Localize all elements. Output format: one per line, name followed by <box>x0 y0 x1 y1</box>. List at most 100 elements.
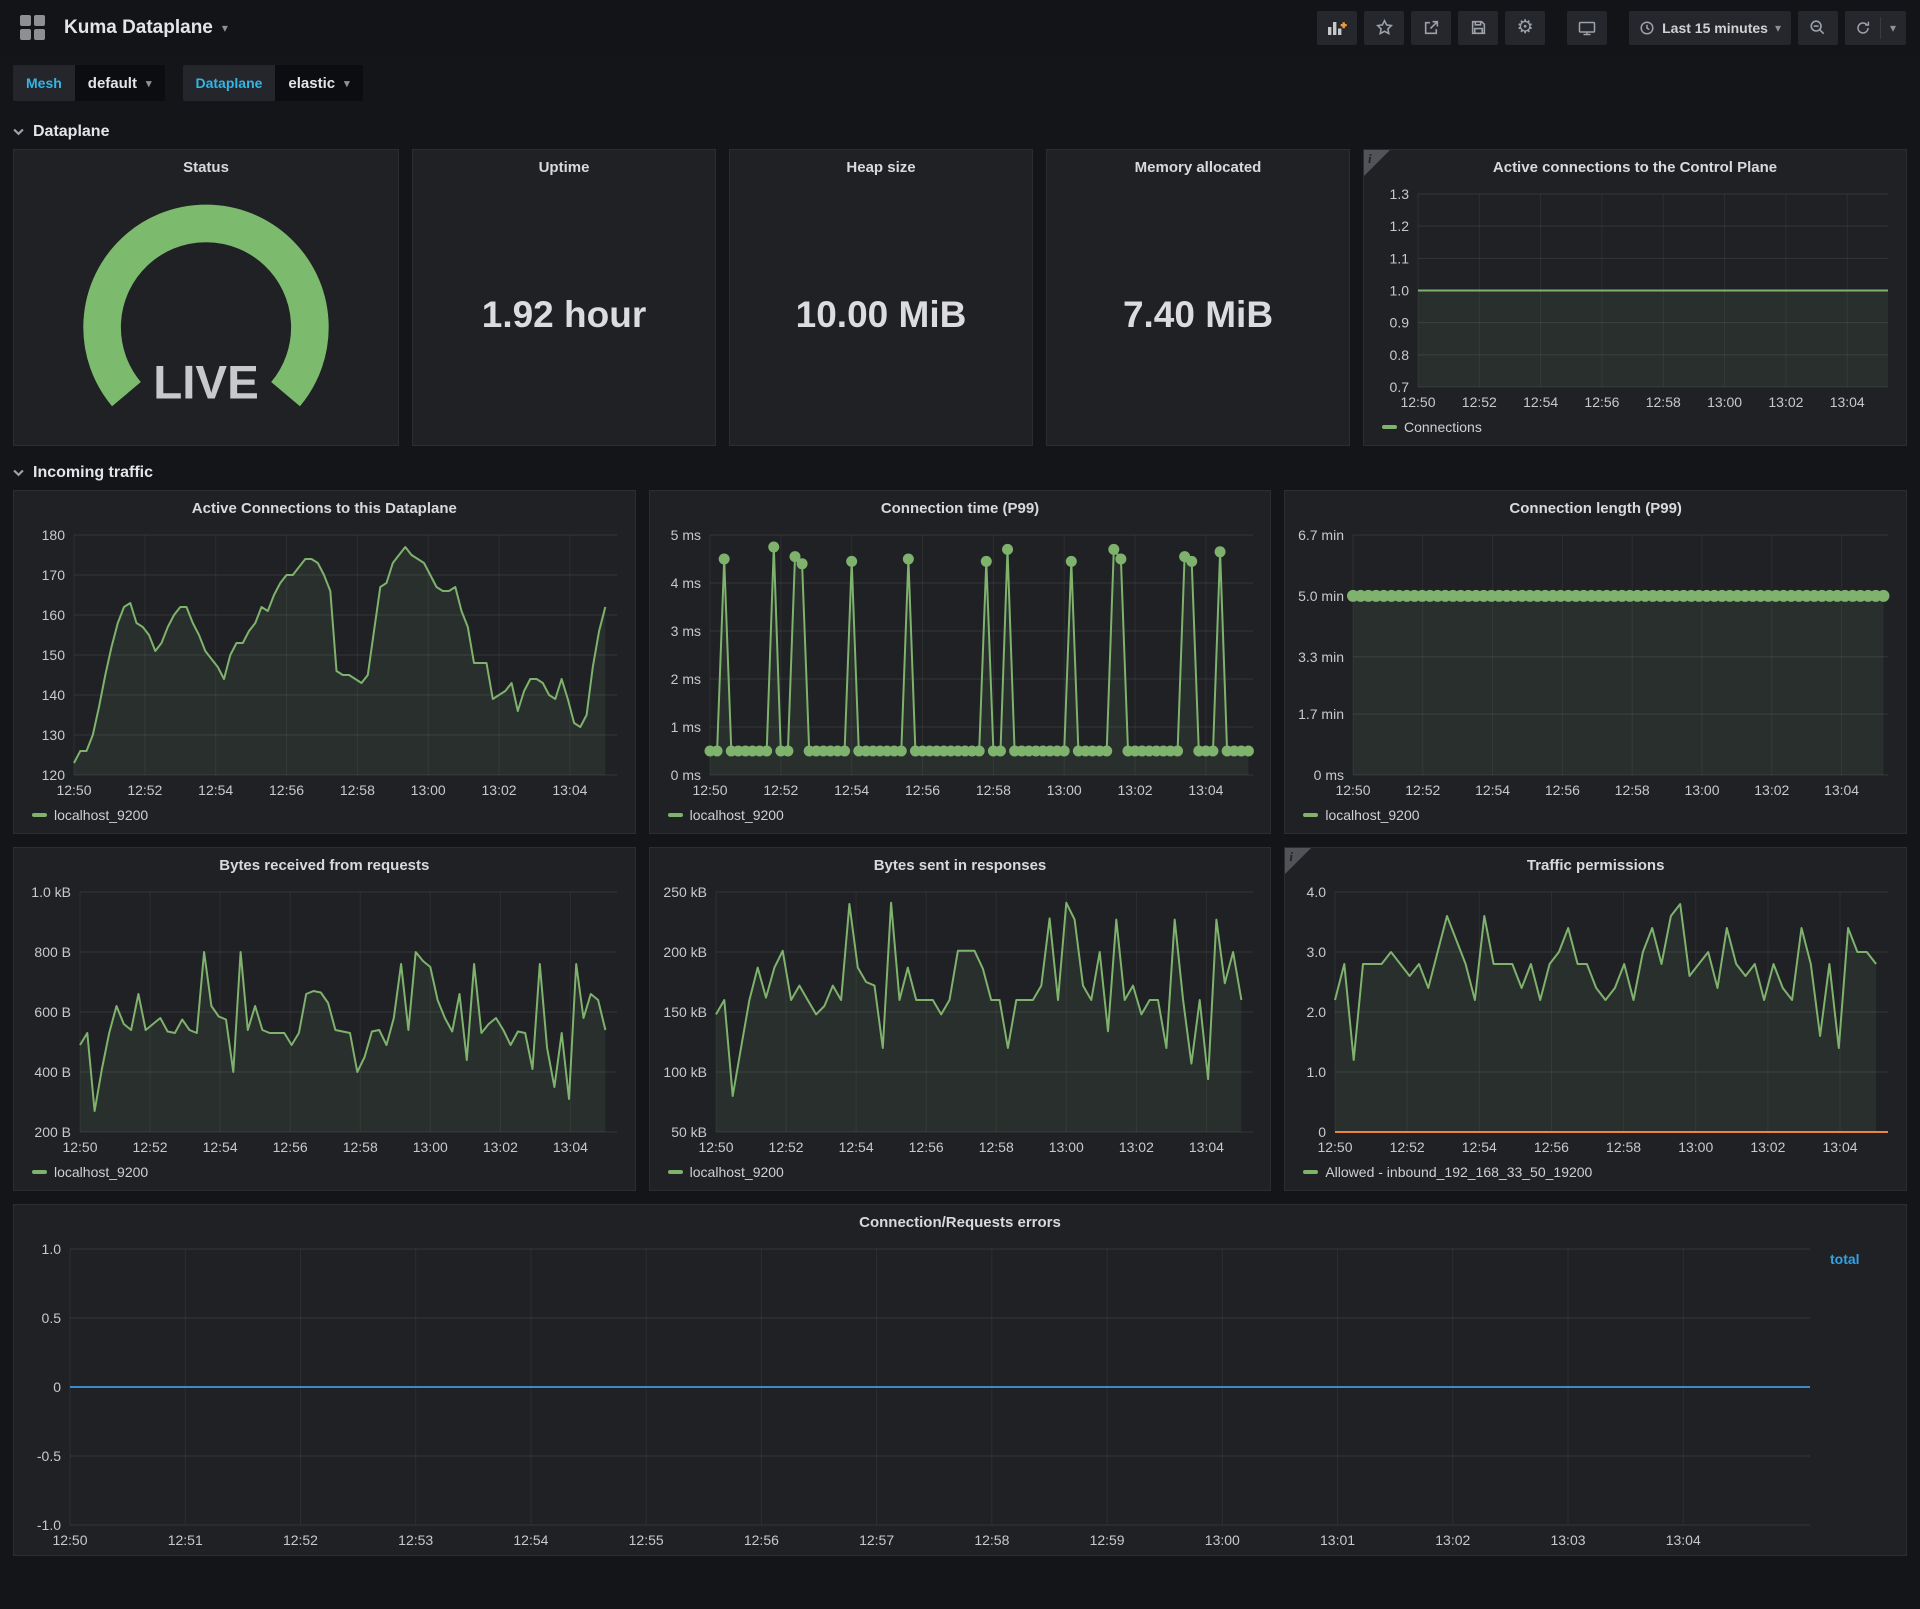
svg-text:1.2: 1.2 <box>1390 218 1410 234</box>
panel-title[interactable]: Connection time (P99) <box>880 499 1040 517</box>
svg-text:13:03: 13:03 <box>1550 1532 1585 1548</box>
legend-item[interactable]: Allowed - inbound_192_168_33_50_19200 <box>1303 1164 1592 1180</box>
legend-item[interactable]: localhost_9200 <box>32 1164 148 1180</box>
svg-text:12:55: 12:55 <box>629 1532 664 1548</box>
panel-traffic-permissions: i Traffic permissions 0 1.0 2.0 3.0 4.0 12:50… <box>1284 847 1907 1191</box>
svg-text:12:52: 12:52 <box>1390 1139 1425 1155</box>
svg-text:12:56: 12:56 <box>1545 782 1580 798</box>
panel-title[interactable]: Status <box>183 158 229 176</box>
svg-text:1.0: 1.0 <box>1390 283 1410 299</box>
svg-text:1 ms: 1 ms <box>670 719 700 735</box>
panel-title[interactable]: Connection/Requests errors <box>859 1213 1061 1231</box>
variable-mesh: Mesh default ▾ <box>13 65 165 101</box>
info-corner-icon[interactable]: i <box>1285 848 1312 874</box>
legend-series-swatch <box>1382 425 1397 429</box>
svg-text:13:00: 13:00 <box>1048 1139 1083 1155</box>
legend-item[interactable]: localhost_9200 <box>1303 807 1420 823</box>
svg-text:600 B: 600 B <box>34 1004 71 1020</box>
svg-text:12:52: 12:52 <box>1406 782 1441 798</box>
control-plane-connections-chart: 0.7 0.8 0.9 1.0 1.1 1.2 1.3 12:50 12:52 12:54 12:5… <box>1368 184 1902 413</box>
legend-series-swatch <box>32 1170 47 1174</box>
svg-text:150 kB: 150 kB <box>663 1004 707 1020</box>
svg-text:400 B: 400 B <box>34 1064 71 1080</box>
svg-text:250 kB: 250 kB <box>663 884 707 900</box>
row-header-dataplane[interactable]: Dataplane <box>13 115 1907 149</box>
svg-text:150: 150 <box>42 647 66 663</box>
variable-dataplane: Dataplane elastic ▾ <box>182 65 363 101</box>
legend-series-swatch <box>667 813 683 817</box>
connection-length-chart: 0 ms 1.7 min 3.3 min 5.0 min 6.7 min 12:50 12:… <box>1289 525 1902 801</box>
legend-series-swatch <box>1303 1170 1319 1174</box>
bytes-sent-chart: 50 kB 100 kB 150 kB 200 kB 250 kB 12:50 12:52 1… <box>654 882 1267 1158</box>
share-button[interactable] <box>1411 10 1452 45</box>
chart-legend: localhost_9200 <box>654 1158 1267 1186</box>
panel-title[interactable]: Heap size <box>846 158 916 176</box>
panel-title[interactable]: Active connections to the Control Plane <box>1492 158 1778 176</box>
svg-text:13:00: 13:00 <box>1685 782 1720 798</box>
legend-series-swatch <box>1303 813 1319 817</box>
legend-item[interactable]: localhost_9200 <box>667 1164 784 1180</box>
legend-item[interactable]: localhost_9200 <box>667 807 784 823</box>
svg-text:12:58: 12:58 <box>1615 782 1650 798</box>
time-range-label: Last 15 minutes <box>1662 19 1768 36</box>
svg-text:-0.5: -0.5 <box>37 1448 61 1464</box>
chevron-down-icon: ▾ <box>1774 20 1781 35</box>
svg-text:3.3 min: 3.3 min <box>1298 649 1344 665</box>
svg-text:13:04: 13:04 <box>1830 394 1865 410</box>
variable-dataplane-label: Dataplane <box>182 65 276 101</box>
svg-text:12:58: 12:58 <box>975 782 1010 798</box>
svg-text:180: 180 <box>42 527 66 543</box>
svg-text:13:02: 13:02 <box>1768 394 1803 410</box>
save-button[interactable] <box>1458 10 1499 45</box>
legend-item[interactable]: total <box>1830 1251 1860 1267</box>
svg-text:12:59: 12:59 <box>1090 1532 1125 1548</box>
panel-title[interactable]: Bytes sent in responses <box>873 856 1047 874</box>
refresh-button[interactable]: ▾ <box>1844 10 1906 45</box>
panel-title[interactable]: Active Connections to this Dataplane <box>191 499 457 517</box>
row-header-incoming-traffic[interactable]: Incoming traffic <box>13 456 1907 490</box>
svg-text:0.7: 0.7 <box>1390 379 1410 395</box>
clock-icon <box>1640 20 1654 35</box>
variable-dataplane-dropdown[interactable]: elastic ▾ <box>275 65 363 101</box>
connection-time-chart: 0 ms 1 ms 2 ms 3 ms 4 ms 5 ms 12:50 12:52 12:54 1… <box>654 525 1267 801</box>
panel-title[interactable]: Memory allocated <box>1134 158 1262 176</box>
svg-text:50 kB: 50 kB <box>671 1124 707 1140</box>
chart-legend: Connections <box>1368 413 1902 441</box>
dashboard-title[interactable]: Kuma Dataplane ▾ <box>64 17 228 39</box>
svg-text:0.8: 0.8 <box>1390 347 1410 363</box>
panel-title[interactable]: Bytes received from requests <box>219 856 430 874</box>
svg-text:12:58: 12:58 <box>1606 1139 1641 1155</box>
panel-bytes-received: Bytes received from requests 200 B 400 B 6… <box>13 847 636 1191</box>
settings-button[interactable]: ⚙︎ <box>1505 10 1546 45</box>
tv-mode-button[interactable] <box>1567 10 1608 45</box>
save-icon <box>1471 20 1485 35</box>
svg-text:0: 0 <box>1319 1124 1327 1140</box>
panel-title[interactable]: Connection length (P99) <box>1509 499 1682 517</box>
svg-text:800 B: 800 B <box>34 944 71 960</box>
svg-text:12:50: 12:50 <box>1400 394 1435 410</box>
panel-title[interactable]: Traffic permissions <box>1526 856 1665 874</box>
svg-text:12:54: 12:54 <box>1462 1139 1497 1155</box>
svg-text:12:54: 12:54 <box>1523 394 1558 410</box>
svg-text:12:58: 12:58 <box>340 782 375 798</box>
svg-text:200 kB: 200 kB <box>663 944 707 960</box>
panel-bytes-sent: Bytes sent in responses 50 kB 100 kB 150 k… <box>648 847 1272 1191</box>
chart-legend: Allowed - inbound_192_168_33_50_19200 <box>1289 1158 1902 1186</box>
svg-text:2 ms: 2 ms <box>670 671 700 687</box>
add-panel-button[interactable] <box>1317 10 1358 45</box>
panel-title[interactable]: Uptime <box>538 158 590 176</box>
legend-item[interactable]: Connections <box>1382 419 1482 435</box>
info-corner-icon[interactable]: i <box>1364 150 1390 176</box>
chevron-down-icon: ▾ <box>145 77 152 90</box>
svg-text:140: 140 <box>42 687 66 703</box>
star-button[interactable] <box>1364 10 1405 45</box>
variable-mesh-dropdown[interactable]: default ▾ <box>74 65 165 101</box>
variable-dataplane-value: elastic <box>288 74 336 92</box>
chevron-down-icon <box>13 128 24 136</box>
time-range-picker[interactable]: Last 15 minutes ▾ <box>1629 10 1791 45</box>
zoom-out-button[interactable] <box>1797 10 1838 45</box>
grafana-menu-icon[interactable] <box>20 15 45 40</box>
chart-legend: total <box>1824 1239 1902 1551</box>
legend-item[interactable]: localhost_9200 <box>32 807 148 823</box>
